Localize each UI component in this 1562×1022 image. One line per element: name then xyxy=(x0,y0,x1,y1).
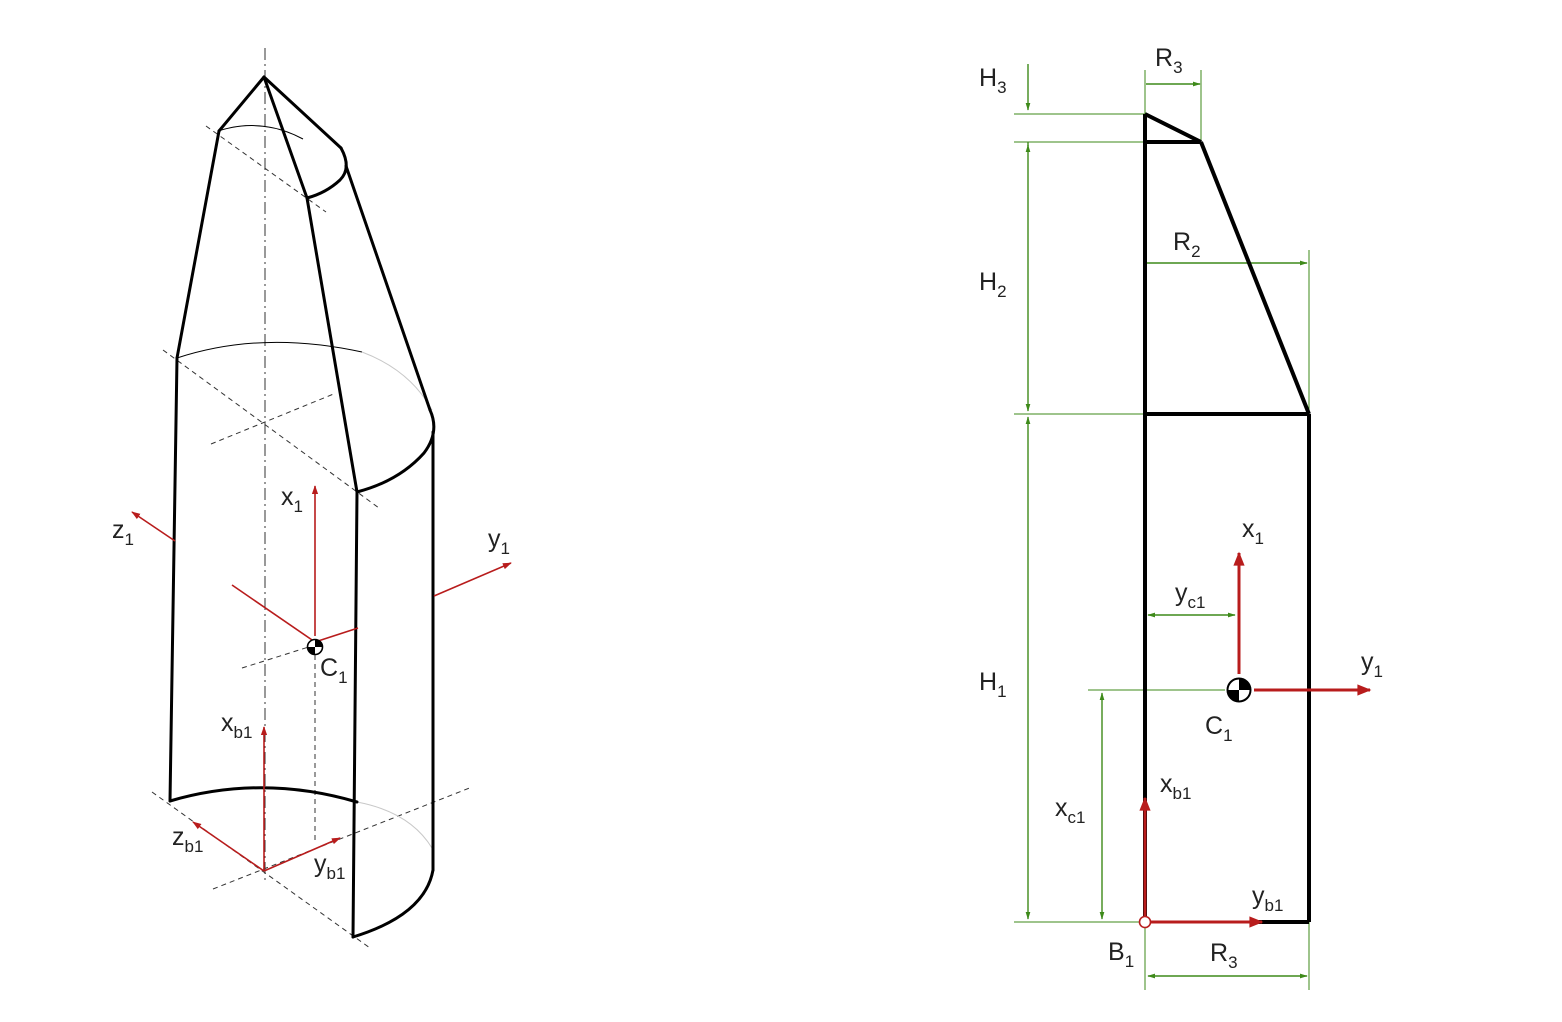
label-yc1: yc1 xyxy=(1175,579,1205,612)
construction-lines xyxy=(151,48,473,949)
label-c1: C1 xyxy=(1205,712,1233,745)
label-b1: B1 xyxy=(1108,938,1134,971)
section-view: H3 R3 H2 R2 H1 yc1 xc1 R3 x1 y1 C1 xb1 y… xyxy=(979,44,1383,990)
cone-right-edge xyxy=(344,164,432,412)
label-r3-bottom: R3 xyxy=(1210,939,1238,972)
label-h3: H3 xyxy=(979,64,1007,97)
label-yb1: yb1 xyxy=(1252,882,1283,915)
body-outline xyxy=(168,75,436,939)
label-xb1: xb1 xyxy=(1160,770,1191,803)
tip-left-edge xyxy=(217,75,266,133)
label-yb1: yb1 xyxy=(314,850,345,883)
c1-centroid-symbol xyxy=(306,638,324,656)
base-hidden-arc xyxy=(356,801,433,849)
c1-z-axis-line xyxy=(231,584,316,643)
isometric-axes xyxy=(131,485,512,872)
centroid-line xyxy=(241,644,316,669)
label-r3-top: R3 xyxy=(1155,44,1183,77)
z1-axis-arrow xyxy=(131,511,176,542)
cylinder-left-edge xyxy=(168,356,179,803)
isometric-view: z1 x1 y1 C1 xb1 zb1 yb1 xyxy=(112,48,512,949)
profile-tip-triangle xyxy=(1144,112,1202,144)
c1-y-axis-line xyxy=(314,627,359,643)
section-outline xyxy=(1143,112,1311,924)
label-z1: z1 xyxy=(112,516,134,549)
label-x1: x1 xyxy=(1242,515,1264,548)
label-y1: y1 xyxy=(488,525,510,558)
extension-lines xyxy=(1014,70,1310,990)
shoulder-arc xyxy=(355,408,436,494)
cap-arc xyxy=(217,125,304,140)
tip-center-edge xyxy=(262,75,309,200)
zb1-axis-arrow xyxy=(192,821,265,872)
base-cross-line-b xyxy=(212,786,473,890)
profile-cone-slope xyxy=(1199,141,1311,415)
b1-origin-point xyxy=(1138,915,1152,929)
yb1-axis-arrow xyxy=(263,837,341,872)
tip-right-edge xyxy=(262,75,343,150)
label-r2: R2 xyxy=(1173,228,1201,261)
mid-cross-line-b xyxy=(210,392,337,445)
label-zb1: zb1 xyxy=(172,823,203,856)
cone-left-edge xyxy=(175,129,221,360)
section-axes xyxy=(1139,551,1372,928)
label-h2: H2 xyxy=(979,268,1007,301)
cylinder-center-edge xyxy=(351,490,359,939)
label-c1: C1 xyxy=(320,654,348,687)
cone-center-edge xyxy=(305,196,359,494)
mid-visible-arc xyxy=(176,341,363,359)
thin-arcs xyxy=(176,125,433,849)
c1-centroid-symbol xyxy=(1226,677,1252,703)
y1-axis-arrow xyxy=(433,562,512,597)
base-front-arc xyxy=(168,786,359,804)
label-h1: H1 xyxy=(979,668,1007,701)
base-right-arc xyxy=(351,868,435,939)
label-xc1: xc1 xyxy=(1055,794,1085,827)
label-x1: x1 xyxy=(281,483,303,516)
top-cross-line xyxy=(205,125,327,213)
tip-arc xyxy=(305,146,348,200)
label-xb1: xb1 xyxy=(221,709,252,742)
label-y1: y1 xyxy=(1361,648,1383,681)
dimension-lines xyxy=(1025,64,1308,979)
